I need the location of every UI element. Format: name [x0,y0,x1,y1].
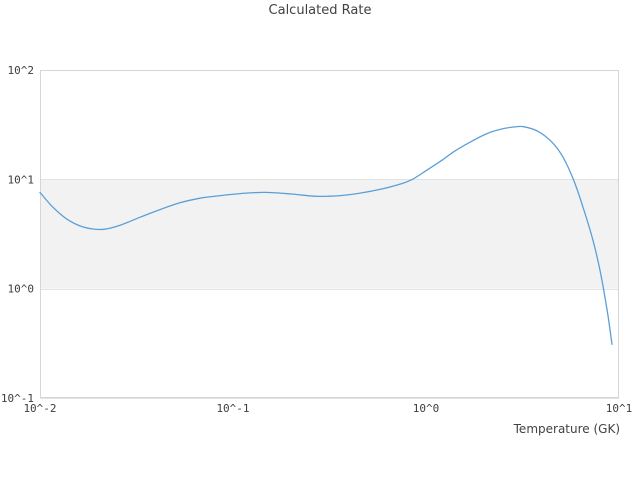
plot-border [40,70,619,398]
highlight-band [40,179,619,289]
rate-curve-line [39,125,613,345]
x-tick-label: 10^-2 [23,402,56,415]
y-tick-label: 10^-1 [1,392,34,405]
x-tick-label: 10^0 [413,402,440,415]
x-tick-label: 10^1 [606,402,633,415]
y-tick-label: 10^1 [8,173,35,186]
x-axis-title: Temperature (GK) [513,422,620,436]
y-tick-label: 10^2 [8,64,35,77]
chart-title: Calculated Rate [268,3,372,18]
y-tick-label: 10^0 [8,283,35,296]
x-tick-label: 10^-1 [216,402,249,415]
